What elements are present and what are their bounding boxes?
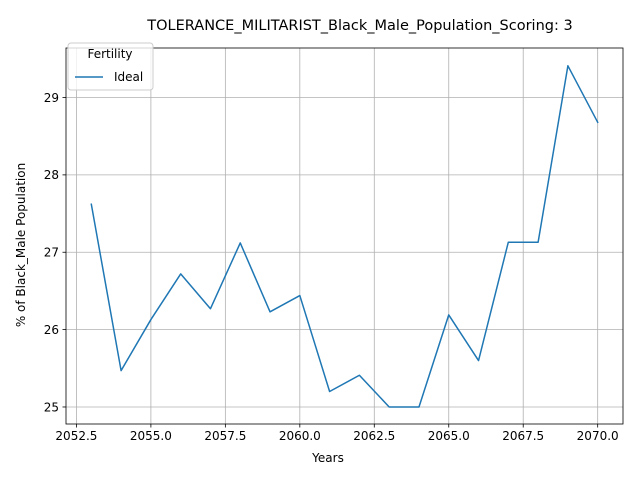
y-tick-label: 29 [44, 91, 59, 105]
y-tick-label: 26 [44, 323, 59, 337]
x-tick-label: 2070.0 [577, 429, 619, 443]
legend-title: Fertility [87, 47, 132, 61]
x-tick-label: 2055.0 [130, 429, 172, 443]
x-tick-label: 2062.5 [353, 429, 395, 443]
x-tick-label: 2067.5 [502, 429, 544, 443]
grid-lines [66, 48, 623, 424]
chart-title: TOLERANCE_MILITARIST_Black_Male_Populati… [146, 18, 572, 34]
y-axis-ticks: 25 26 27 28 29 [44, 91, 66, 414]
y-tick-label: 28 [44, 168, 59, 182]
y-axis-label: % of Black_Male Population [14, 163, 28, 327]
x-axis-label: Years [311, 451, 344, 465]
legend: Fertility Ideal [67, 42, 154, 91]
x-tick-label: 2060.0 [279, 429, 321, 443]
y-tick-label: 25 [44, 400, 59, 414]
x-axis-ticks: 2052.5 2055.0 2057.5 2060.0 2062.5 2065.0 2067… [55, 424, 619, 443]
series-layer [90, 65, 599, 408]
series-line-ideal [90, 65, 599, 408]
x-tick-label: 2057.5 [204, 429, 246, 443]
legend-box [67, 42, 154, 91]
x-tick-label: 2065.0 [428, 429, 470, 443]
plot-frame [65, 47, 624, 425]
x-tick-label: 2052.5 [55, 429, 97, 443]
legend-entry-ideal: Ideal [114, 70, 143, 84]
y-tick-label: 27 [44, 246, 59, 260]
